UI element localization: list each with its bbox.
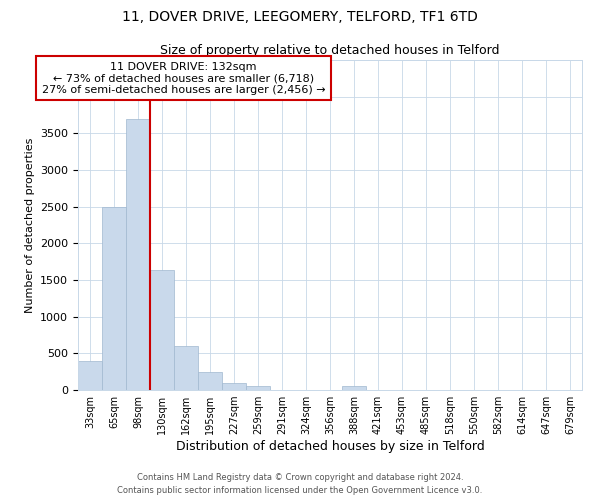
Bar xyxy=(198,372,222,390)
Y-axis label: Number of detached properties: Number of detached properties xyxy=(25,138,35,312)
Bar xyxy=(246,386,270,390)
Bar xyxy=(102,206,126,390)
Bar xyxy=(174,346,198,390)
Text: Contains HM Land Registry data © Crown copyright and database right 2024.
Contai: Contains HM Land Registry data © Crown c… xyxy=(118,474,482,495)
Bar xyxy=(150,270,174,390)
Bar xyxy=(126,118,150,390)
Text: 11 DOVER DRIVE: 132sqm
← 73% of detached houses are smaller (6,718)
27% of semi-: 11 DOVER DRIVE: 132sqm ← 73% of detached… xyxy=(42,62,325,95)
Title: Size of property relative to detached houses in Telford: Size of property relative to detached ho… xyxy=(160,44,500,58)
Text: 11, DOVER DRIVE, LEEGOMERY, TELFORD, TF1 6TD: 11, DOVER DRIVE, LEEGOMERY, TELFORD, TF1… xyxy=(122,10,478,24)
Bar xyxy=(342,386,366,390)
Bar xyxy=(78,362,102,390)
X-axis label: Distribution of detached houses by size in Telford: Distribution of detached houses by size … xyxy=(176,440,484,453)
Bar xyxy=(222,382,246,390)
